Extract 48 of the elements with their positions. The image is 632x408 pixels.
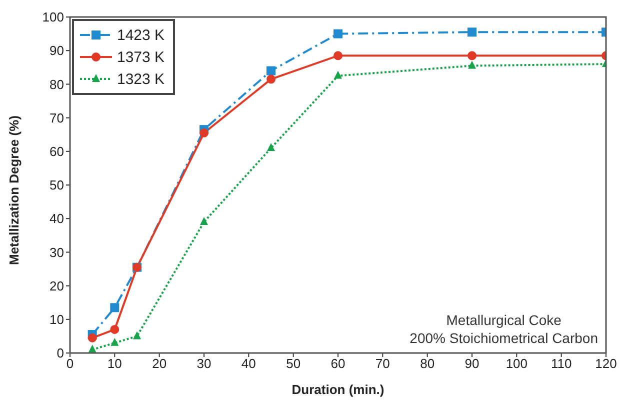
- legend-label: 1323 K: [117, 70, 165, 88]
- y-axis-title: Metallization Degree (%): [6, 115, 22, 265]
- x-tick-label: 70: [375, 356, 390, 372]
- y-tick-label: 50: [50, 178, 64, 193]
- point: [133, 331, 141, 340]
- legend-label: 1373 K: [117, 48, 165, 66]
- y-tick-label: 100: [42, 10, 64, 25]
- x-tick-label: 90: [464, 356, 480, 372]
- point: [200, 216, 208, 225]
- x-tick-label: 100: [506, 356, 528, 372]
- y-tick-label: 60: [50, 144, 64, 160]
- x-tick-label: 120: [595, 356, 617, 372]
- point: [468, 28, 476, 37]
- y-tick-label: 70: [50, 110, 64, 126]
- point: [266, 66, 276, 76]
- point: [88, 333, 97, 342]
- y-tick-label: 90: [50, 43, 64, 58]
- point: [266, 74, 276, 84]
- point: [267, 143, 275, 152]
- point: [110, 338, 119, 346]
- x-tick-label: 80: [420, 356, 435, 372]
- y-tick-label: 0: [56, 346, 64, 361]
- y-tick-label: 10: [50, 312, 64, 328]
- point: [334, 70, 342, 79]
- point: [334, 51, 342, 60]
- point: [110, 303, 120, 312]
- annotation: Metallurgical Coke: [445, 311, 562, 329]
- x-tick-label: 60: [330, 356, 346, 372]
- x-tick-label: 0: [66, 356, 74, 372]
- y-tick-label: 30: [50, 244, 64, 260]
- point: [200, 128, 208, 138]
- y-tick-label: 20: [50, 278, 64, 294]
- legend-label: 1423 K: [117, 26, 165, 44]
- x-axis-title: Duration (min.): [292, 382, 384, 397]
- point: [110, 324, 120, 334]
- x-tick-label: 110: [550, 356, 572, 372]
- x-tick-label: 10: [107, 356, 122, 372]
- point: [334, 29, 342, 38]
- x-tick-label: 30: [196, 356, 212, 372]
- annotation: 200% Stoichiometrical Carbon: [410, 329, 598, 347]
- y-tick-label: 40: [50, 211, 64, 226]
- x-tick-label: 40: [241, 356, 256, 372]
- y-tick-label: 80: [50, 76, 64, 92]
- point: [468, 60, 476, 69]
- x-tick-label: 20: [152, 356, 167, 372]
- x-tick-label: 50: [286, 356, 301, 372]
- point: [88, 344, 96, 353]
- point: [468, 51, 476, 60]
